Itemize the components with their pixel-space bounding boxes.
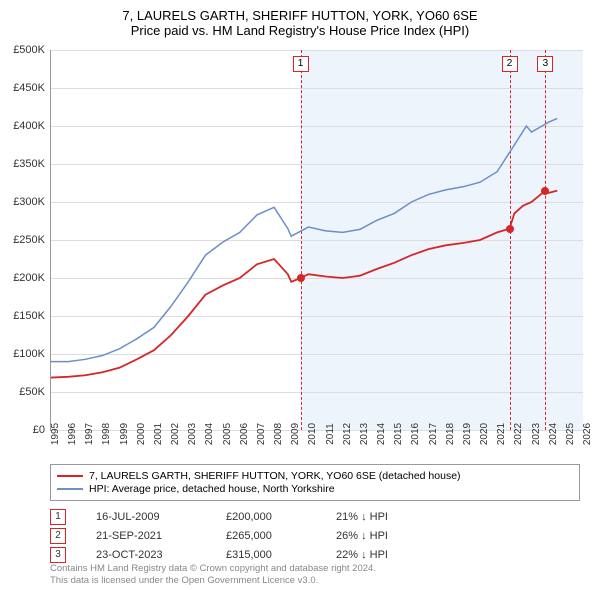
x-tick-label: 2013 [359,423,370,445]
event-date-3: 23-OCT-2023 [96,549,196,561]
x-tick-label: 2021 [496,423,507,445]
x-tick-label: 2009 [290,423,301,445]
x-tick-label: 2003 [187,423,198,445]
event-delta-2: 26% ↓ HPI [336,530,388,542]
y-tick-label: £350K [5,158,45,170]
legend-swatch-property [57,475,83,477]
title-line2: Price paid vs. HM Land Registry's House … [0,23,600,38]
legend-item-property: 7, LAURELS GARTH, SHERIFF HUTTON, YORK, … [57,470,573,482]
x-tick-label: 1996 [67,423,78,445]
data-point [506,225,514,233]
x-tick-label: 2020 [479,423,490,445]
chart-lines [51,50,583,430]
x-tick-label: 2017 [428,423,439,445]
x-tick-label: 2026 [582,423,593,445]
event-row-3: 3 23-OCT-2023 £315,000 22% ↓ HPI [50,547,388,563]
legend: 7, LAURELS GARTH, SHERIFF HUTTON, YORK, … [50,464,580,501]
y-tick-label: £300K [5,196,45,208]
x-tick-label: 1995 [50,423,61,445]
x-tick-label: 2019 [462,423,473,445]
legend-label-hpi: HPI: Average price, detached house, Nort… [89,483,335,495]
y-tick-label: £100K [5,348,45,360]
y-tick-label: £500K [5,44,45,56]
x-tick-label: 1999 [119,423,130,445]
event-date-1: 16-JUL-2009 [96,511,196,523]
event-number-badge: 1 [293,56,309,72]
event-number-badge: 2 [502,56,518,72]
event-marker-2: 2 [50,528,66,544]
y-tick-label: £450K [5,82,45,94]
x-tick-label: 2002 [170,423,181,445]
event-price-1: £200,000 [226,511,306,523]
chart-container: 7, LAURELS GARTH, SHERIFF HUTTON, YORK, … [0,0,600,590]
x-tick-label: 2024 [548,423,559,445]
footer-line2: This data is licensed under the Open Gov… [50,575,376,586]
event-row-2: 2 21-SEP-2021 £265,000 26% ↓ HPI [50,528,388,544]
x-tick-label: 2010 [307,423,318,445]
x-tick-label: 2015 [393,423,404,445]
legend-item-hpi: HPI: Average price, detached house, Nort… [57,483,573,495]
event-number-badge: 3 [537,56,553,72]
x-tick-label: 2005 [222,423,233,445]
x-tick-label: 1998 [101,423,112,445]
event-delta-1: 21% ↓ HPI [336,511,388,523]
x-tick-label: 2016 [410,423,421,445]
data-point [541,187,549,195]
x-tick-label: 2018 [445,423,456,445]
event-date-2: 21-SEP-2021 [96,530,196,542]
title-block: 7, LAURELS GARTH, SHERIFF HUTTON, YORK, … [0,0,600,38]
event-delta-3: 22% ↓ HPI [336,549,388,561]
footer-line1: Contains HM Land Registry data © Crown c… [50,563,376,574]
data-point [297,274,305,282]
x-tick-label: 2001 [153,423,164,445]
x-tick-label: 1997 [84,423,95,445]
x-tick-label: 2006 [239,423,250,445]
y-tick-label: £50K [5,386,45,398]
x-tick-label: 2004 [204,423,215,445]
y-tick-label: £200K [5,272,45,284]
event-row-1: 1 16-JUL-2009 £200,000 21% ↓ HPI [50,509,388,525]
x-tick-label: 2000 [136,423,147,445]
legend-label-property: 7, LAURELS GARTH, SHERIFF HUTTON, YORK, … [89,470,461,482]
events-table: 1 16-JUL-2009 £200,000 21% ↓ HPI 2 21-SE… [50,506,388,566]
x-tick-label: 2007 [256,423,267,445]
y-tick-label: £250K [5,234,45,246]
y-tick-label: £400K [5,120,45,132]
x-tick-label: 2014 [376,423,387,445]
x-tick-label: 2025 [565,423,576,445]
y-tick-label: £0 [5,424,45,436]
event-marker-3: 3 [50,547,66,563]
x-tick-label: 2011 [325,423,336,445]
series-property [51,191,557,378]
title-line1: 7, LAURELS GARTH, SHERIFF HUTTON, YORK, … [0,8,600,23]
x-tick-label: 2022 [513,423,524,445]
chart-area: 1 2 3 [50,50,583,431]
x-tick-label: 2023 [531,423,542,445]
footer-note: Contains HM Land Registry data © Crown c… [50,563,376,586]
x-tick-label: 2012 [342,423,353,445]
y-tick-label: £150K [5,310,45,322]
event-price-3: £315,000 [226,549,306,561]
x-tick-label: 2008 [273,423,284,445]
event-marker-1: 1 [50,509,66,525]
event-price-2: £265,000 [226,530,306,542]
legend-swatch-hpi [57,488,83,490]
